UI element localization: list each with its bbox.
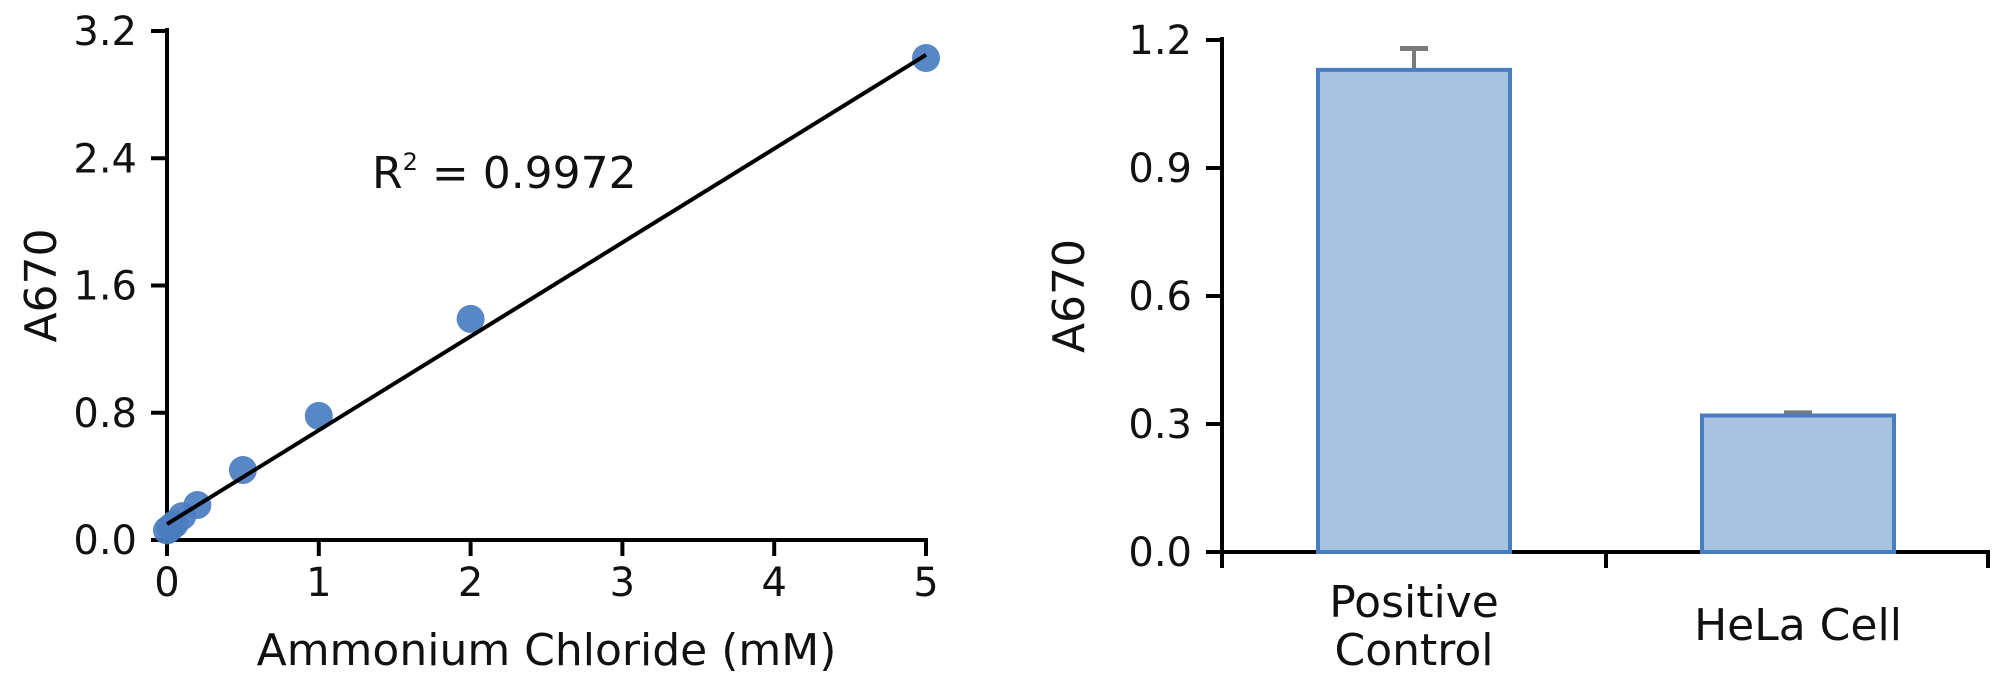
data-point <box>912 44 940 73</box>
x-axis-title: Ammonium Chloride (mM) <box>257 625 837 676</box>
y-tick-label: 0.0 <box>1128 530 1192 576</box>
r-squared-annotation: R2 = 0.9972 <box>372 148 637 199</box>
x-tick-label: 2 <box>458 560 483 606</box>
y-tick-label: 0.9 <box>1128 146 1192 192</box>
data-point <box>456 304 485 333</box>
x-tick-label: 4 <box>761 560 786 606</box>
y-tick-label: 0.6 <box>1128 274 1192 320</box>
fit-line <box>165 53 928 526</box>
bar <box>1316 67 1512 554</box>
y-axis-title: A670 <box>16 228 67 342</box>
data-point <box>228 456 257 485</box>
y-tick-label: 0.0 <box>73 518 137 564</box>
y-tick-label: 1.6 <box>73 264 137 310</box>
x-tick-label: 3 <box>610 560 635 606</box>
category-label: Control <box>1334 625 1493 676</box>
y-axis-title: A670 <box>1044 239 1095 353</box>
x-tick-label: 0 <box>154 560 179 606</box>
y-tick-label: 1.2 <box>1128 18 1192 64</box>
y-tick-label: 0.3 <box>1128 402 1192 448</box>
y-tick-label: 2.4 <box>73 136 137 182</box>
category-label: HeLa Cell <box>1694 600 1902 651</box>
data-point <box>304 401 333 430</box>
category-label: Positive <box>1329 577 1499 628</box>
y-tick-label: 3.2 <box>73 9 137 55</box>
x-tick-label: 1 <box>306 560 331 606</box>
scatter-chart: 0.0 0.8 1.6 2.4 3.2 0 1 2 3 4 5 Ammonium Chloride (… <box>16 9 940 676</box>
y-tick-label: 0.8 <box>73 391 137 437</box>
x-tick-label: 5 <box>913 560 938 606</box>
bar <box>1700 413 1896 555</box>
